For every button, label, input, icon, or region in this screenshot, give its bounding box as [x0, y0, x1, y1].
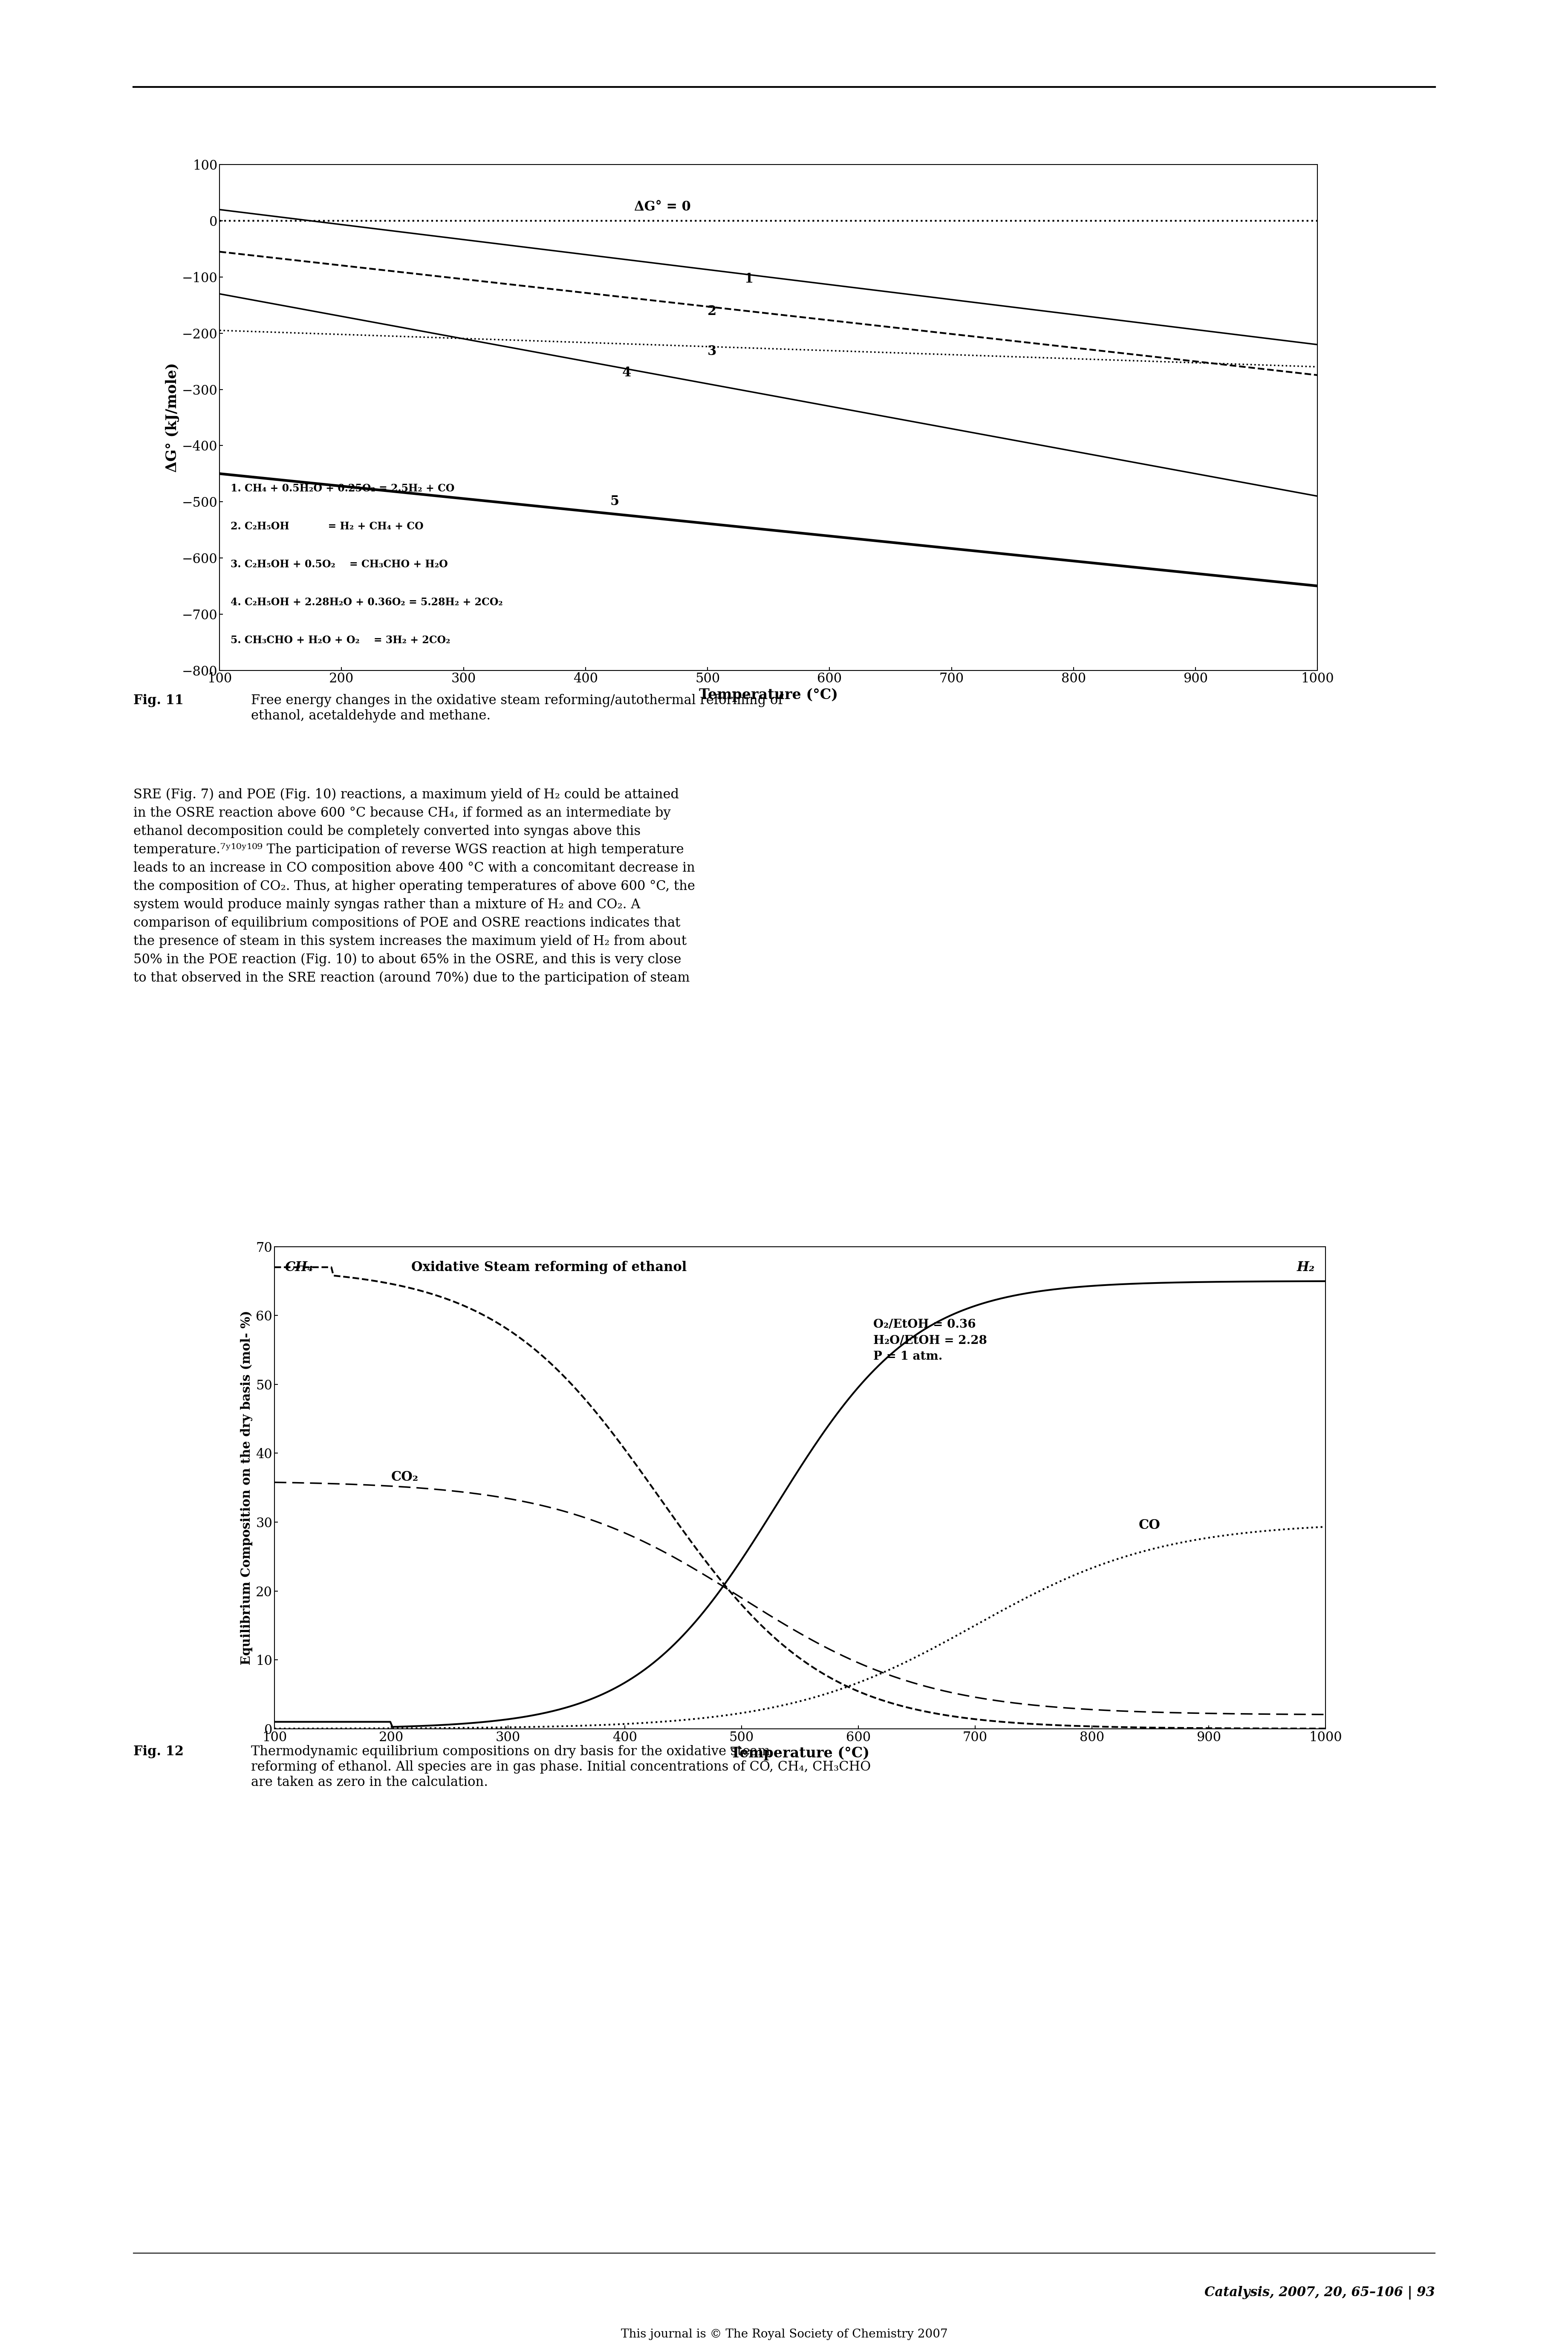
Text: 4. C₂H₅OH + 2.28H₂O + 0.36O₂ = 5.28H₂ + 2CO₂: 4. C₂H₅OH + 2.28H₂O + 0.36O₂ = 5.28H₂ + … [230, 597, 503, 607]
Text: 1. CH₄ + 0.5H₂O + 0.25O₂ = 2.5H₂ + CO: 1. CH₄ + 0.5H₂O + 0.25O₂ = 2.5H₂ + CO [230, 482, 455, 494]
Text: Catalysis, 2007, 20, 65–106 | 93: Catalysis, 2007, 20, 65–106 | 93 [1204, 2286, 1435, 2300]
Text: CO: CO [1138, 1519, 1160, 1531]
Y-axis label: ΔG° (kJ/mole): ΔG° (kJ/mole) [165, 362, 179, 473]
Text: 2: 2 [707, 306, 717, 318]
Text: Fig. 12: Fig. 12 [133, 1745, 183, 1759]
Text: SRE (Fig. 7) and POE (Fig. 10) reactions, a maximum yield of H₂ could be attaine: SRE (Fig. 7) and POE (Fig. 10) reactions… [133, 788, 695, 985]
Text: 1: 1 [743, 273, 753, 285]
X-axis label: Temperature (°C): Temperature (°C) [699, 689, 837, 701]
Text: 2. C₂H₅OH           = H₂ + CH₄ + CO: 2. C₂H₅OH = H₂ + CH₄ + CO [230, 522, 423, 532]
Y-axis label: Equilibrium Composition on the dry basis (mol- %): Equilibrium Composition on the dry basis… [240, 1310, 252, 1665]
Text: Thermodynamic equilibrium compositions on dry basis for the oxidative steam
refo: Thermodynamic equilibrium compositions o… [251, 1745, 870, 1790]
Text: CH₄: CH₄ [285, 1261, 314, 1275]
Text: 5. CH₃CHO + H₂O + O₂    = 3H₂ + 2CO₂: 5. CH₃CHO + H₂O + O₂ = 3H₂ + 2CO₂ [230, 635, 450, 644]
Text: CO₂: CO₂ [390, 1470, 419, 1484]
Text: This journal is © The Royal Society of Chemistry 2007: This journal is © The Royal Society of C… [621, 2328, 947, 2340]
Text: ΔG° = 0: ΔG° = 0 [633, 200, 691, 214]
Text: O₂/EtOH = 0.36
H₂O/EtOH = 2.28
P = 1 atm.: O₂/EtOH = 0.36 H₂O/EtOH = 2.28 P = 1 atm… [873, 1319, 986, 1362]
Text: 5: 5 [610, 494, 619, 508]
Text: 4: 4 [622, 367, 630, 379]
Text: Fig. 11: Fig. 11 [133, 694, 183, 708]
Text: Free energy changes in the oxidative steam reforming/autothermal reforming of
et: Free energy changes in the oxidative ste… [251, 694, 782, 722]
X-axis label: Temperature (°C): Temperature (°C) [731, 1748, 869, 1759]
Text: 3. C₂H₅OH + 0.5O₂    = CH₃CHO + H₂O: 3. C₂H₅OH + 0.5O₂ = CH₃CHO + H₂O [230, 560, 448, 569]
Text: H₂: H₂ [1297, 1261, 1314, 1275]
Text: Oxidative Steam reforming of ethanol: Oxidative Steam reforming of ethanol [411, 1261, 687, 1275]
Text: 3: 3 [707, 346, 717, 358]
